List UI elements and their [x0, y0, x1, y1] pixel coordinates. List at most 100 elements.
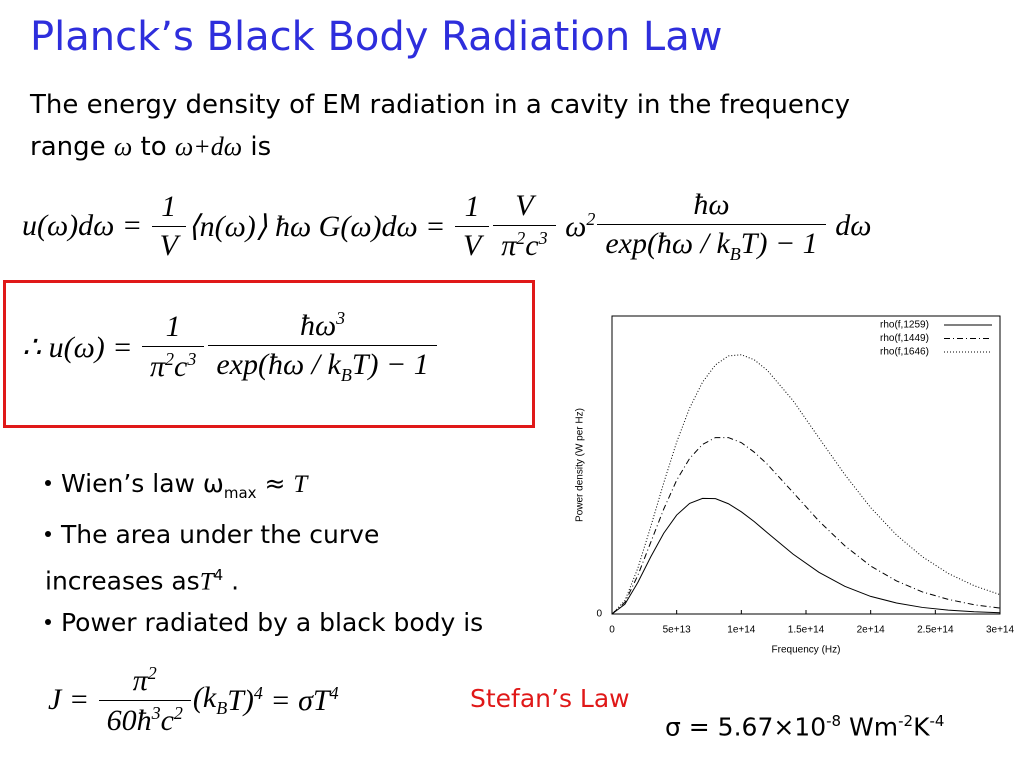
denominator: V [459, 227, 485, 263]
x-tick-label: 0 [609, 625, 615, 636]
text-run: u(ω)dω = [22, 209, 150, 242]
superscript: 2 [147, 662, 157, 683]
numerator: 1 [454, 190, 490, 227]
text-run: The energy density of EM radiation in a … [30, 90, 851, 162]
equation: ∴ u(ω) = 1 π2c3 ħω3 exp(ħω / kBT) − 1 [22, 292, 439, 402]
legend-label: rho(f,1449) [880, 333, 929, 344]
text-run: J = [48, 683, 97, 716]
text-run: dω [827, 209, 872, 242]
text-run: V [462, 228, 482, 262]
text-run: ≈ [256, 469, 294, 498]
term: T)4 [227, 683, 263, 718]
text-run: V [515, 189, 534, 222]
text-run: T) − 1 [351, 348, 429, 381]
superscript: 4 [253, 682, 263, 703]
slide-title: Planck’s Black Body Radiation Law [30, 14, 723, 60]
superscript: 4 [213, 566, 224, 584]
text-run: Wm [841, 712, 899, 742]
text-run: exp(ħω / k [216, 348, 341, 381]
superscript: 2 [586, 208, 596, 229]
text-run: Wien’s law ω [61, 469, 224, 498]
fraction: 1 π2c3 [142, 310, 205, 384]
x-tick-label: 1e+14 [727, 625, 756, 636]
numerator: π2 [98, 662, 191, 701]
equation: J = π2 60ħ3c2 (kB T)4 = σT4 [48, 650, 339, 750]
highlight-box [3, 280, 535, 428]
math-run: T [199, 568, 214, 596]
text-run: π [132, 663, 148, 697]
text-run: Power radiated by a black body is [61, 608, 484, 638]
fraction: ħω3 exp(ħω / kBT) − 1 [208, 308, 437, 386]
term: ⟨n(ω)⟩ ħω G(ω)dω = [188, 209, 453, 244]
numerator: ħω [597, 188, 826, 225]
intro-text: The energy density of EM radiation in a … [30, 84, 900, 168]
text-run: exp(ħω / k [605, 226, 730, 260]
text-run: σ = 5.67×10 [665, 712, 827, 742]
sigma-value: σ = 5.67×10-8 Wm-2K-4 [665, 712, 944, 741]
bullet-marker [45, 479, 51, 486]
curve [611, 497, 1001, 615]
superscript: 2 [173, 702, 183, 723]
denominator: exp(ħω / kBT) − 1 [601, 225, 821, 265]
superscript: 3 [187, 349, 197, 369]
fraction: ħω exp(ħω / kBT) − 1 [597, 188, 826, 265]
superscript: -4 [929, 712, 945, 730]
law-label: Stefan’s Law [470, 684, 630, 713]
x-axis-label: Frequency (Hz) [772, 645, 841, 656]
denominator: V [156, 227, 182, 263]
bullet-marker [45, 618, 51, 625]
numerator: ħω3 [208, 308, 437, 346]
denominator: π2c3 [497, 226, 551, 263]
bullet-item: The area under the curve increases asT4 … [45, 514, 495, 602]
bullet-item: Power radiated by a black body is [45, 602, 495, 643]
denominator: π2c3 [146, 347, 200, 384]
x-tick-label: 5e+13 [663, 625, 692, 636]
term: = σT4 [262, 683, 338, 718]
text-run: ⟨n(ω)⟩ ħω G(ω)dω = [187, 209, 453, 243]
term: u(ω)dω = [22, 209, 150, 243]
text-run: ∴ u(ω) = [22, 330, 140, 364]
superscript: -2 [898, 712, 914, 730]
y-tick-label: 0 [596, 609, 602, 620]
superscript: 3 [336, 308, 346, 328]
x-tick-label: 3e+14 [986, 625, 1015, 636]
superscript: -8 [826, 712, 842, 730]
math-run: T [293, 471, 308, 498]
text-run: (k [192, 681, 217, 714]
plot: 0 5e+13 1e+14 1.5e+14 2e+14 2.5e+14 3e+14 0 Freq… [575, 315, 1015, 656]
term: J = [48, 683, 97, 717]
subscript: B [340, 365, 352, 385]
text-run: 60ħ [106, 703, 152, 737]
bullet-marker [45, 530, 51, 537]
term: ∴ u(ω) = [22, 330, 140, 365]
text-run: = σT [262, 683, 330, 717]
text-run: ω [557, 209, 587, 243]
bullet-item: Wien’s law ωmax ≈ T [45, 463, 495, 514]
text-run: ħω [299, 309, 337, 342]
text-run: V [159, 228, 178, 262]
numerator: V [493, 189, 556, 226]
text-run: The area under the curve increases as [45, 520, 380, 596]
text-run: c [160, 703, 174, 737]
x-tick-label: 1.5e+14 [788, 625, 825, 636]
math-run: ω+dω [174, 132, 243, 161]
term: ω2 [557, 208, 596, 244]
x-tick-label: 2e+14 [857, 625, 886, 636]
denominator: 60ħ3c2 [103, 701, 187, 738]
text-run: . [223, 566, 240, 596]
text-run: to [132, 132, 175, 162]
subscript: max [223, 484, 257, 502]
superscript: 2 [516, 228, 526, 248]
fraction: π2 60ħ3c2 [98, 663, 191, 738]
numerator: 1 [151, 190, 186, 227]
text-run: K [913, 712, 930, 742]
superscript: 3 [151, 702, 161, 723]
subscript: B [729, 243, 741, 264]
numerator: 1 [142, 310, 205, 347]
text-run: c [174, 350, 188, 383]
